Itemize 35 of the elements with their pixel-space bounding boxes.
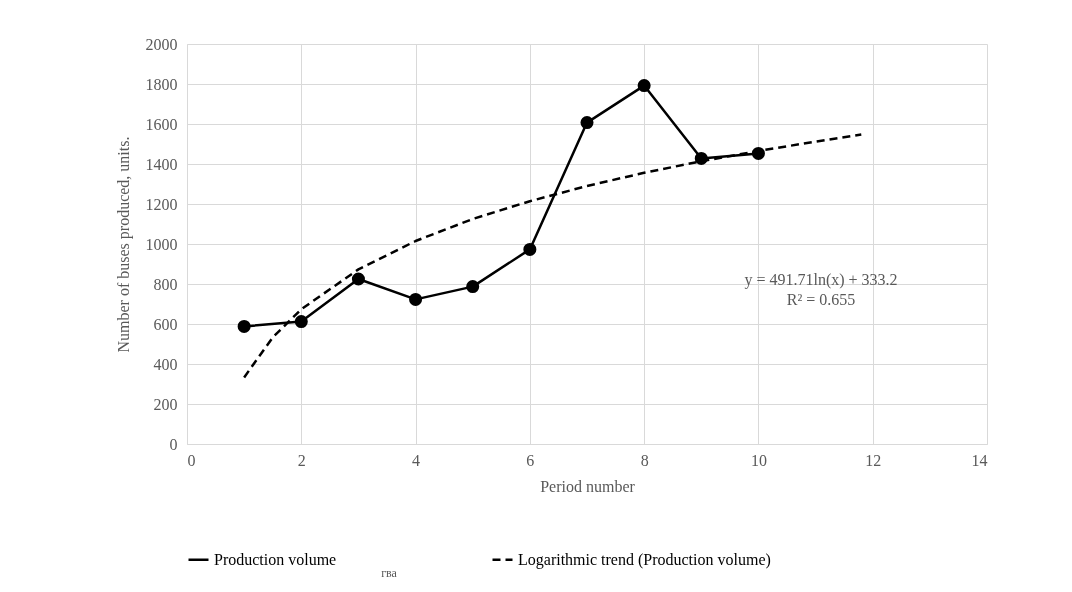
y-tick-label: 800 bbox=[153, 275, 178, 293]
x-tick-label: 8 bbox=[640, 451, 649, 469]
point bbox=[580, 116, 594, 130]
legend-label: Logarithmic trend (Production volume) bbox=[518, 550, 771, 569]
x-tick-label: 6 bbox=[526, 451, 535, 469]
point bbox=[466, 280, 480, 294]
x-tick-label: 10 bbox=[750, 451, 767, 469]
point bbox=[294, 315, 308, 329]
y-tick-label: 1600 bbox=[145, 115, 178, 133]
y-tick-label: 1200 bbox=[145, 195, 178, 213]
y-tick-label: 2000 bbox=[145, 35, 178, 53]
x-tick-label: 14 bbox=[971, 451, 988, 469]
x-tick-label: 0 bbox=[187, 451, 196, 469]
y-tick-label: 1000 bbox=[145, 235, 178, 253]
y-tick-label: 1800 bbox=[145, 75, 178, 93]
annotation: y = 491.71ln(x) + 333.2 R² = 0.655 bbox=[744, 271, 898, 308]
point bbox=[237, 319, 251, 333]
text: гва bbox=[381, 566, 398, 580]
x-axis-title: Period number bbox=[540, 477, 636, 495]
y-tick-label: 200 bbox=[153, 395, 178, 413]
point bbox=[694, 151, 708, 165]
y-tick-label: 0 bbox=[169, 435, 178, 453]
x-tick-label: 12 bbox=[865, 451, 882, 469]
point bbox=[409, 292, 423, 306]
point bbox=[523, 242, 537, 256]
legend-label: Production volume bbox=[214, 550, 337, 568]
point bbox=[637, 79, 651, 93]
y-tick-label: 1400 bbox=[145, 155, 178, 173]
point bbox=[351, 272, 365, 286]
x-tick-label: 2 bbox=[297, 451, 306, 469]
y-axis-title: Number of buses produced, units. bbox=[114, 136, 133, 353]
y-tick-label: 400 bbox=[153, 355, 178, 373]
x-tick-label: 4 bbox=[412, 451, 421, 469]
y-tick-label: 600 bbox=[153, 315, 178, 333]
point bbox=[751, 146, 765, 160]
